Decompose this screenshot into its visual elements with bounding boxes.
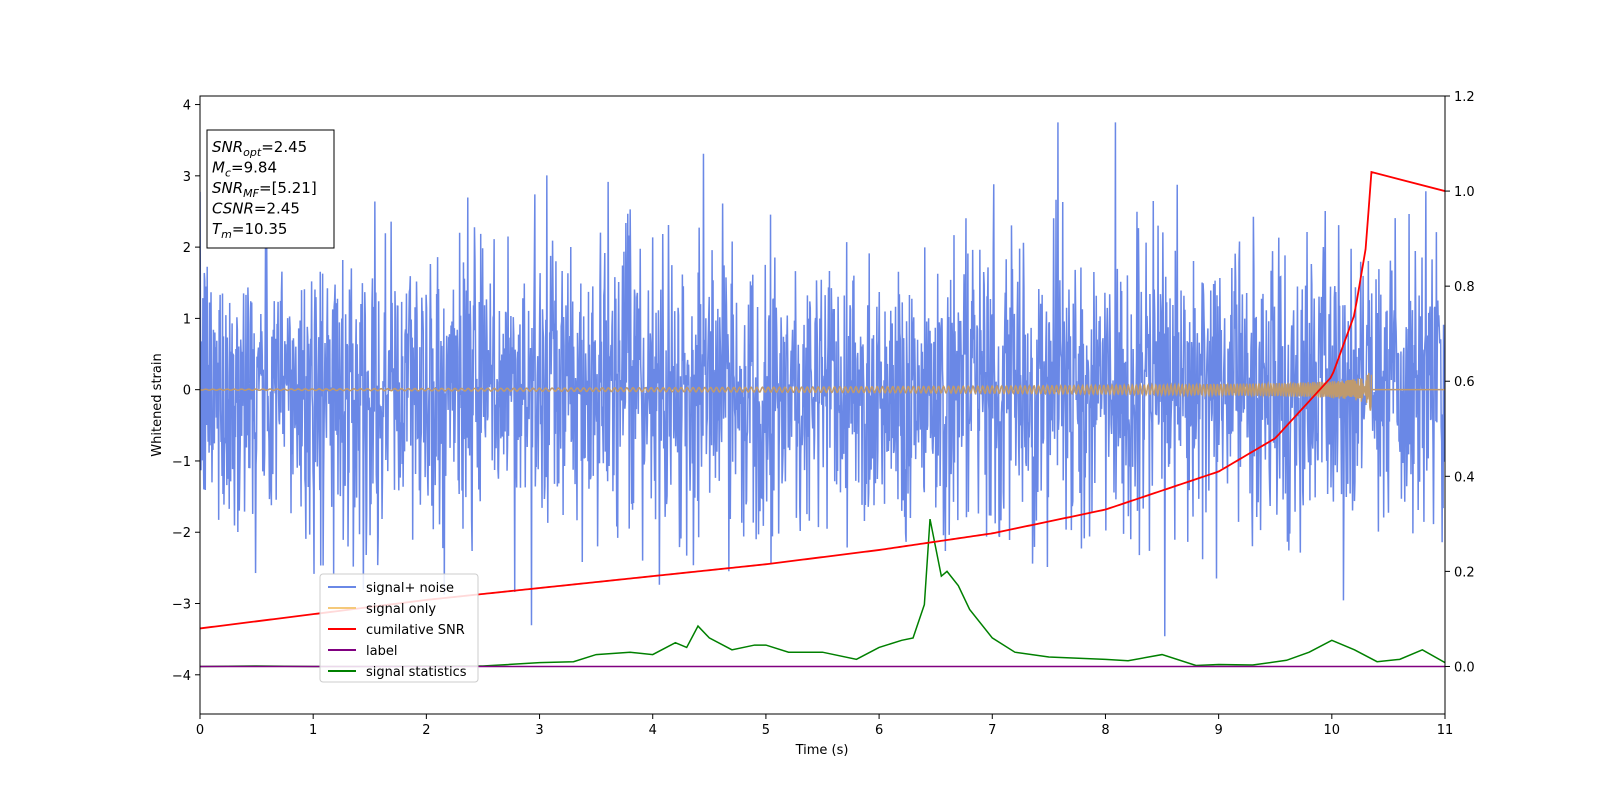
x-tick-label: 7 (988, 723, 996, 738)
x-tick-label: 3 (535, 723, 543, 738)
legend-entry: label (366, 644, 397, 659)
ticks: 0 1 2 3 4 5 6 7 8 9 10 1143210−1−2−3−41.21.00.80.60… (172, 90, 1475, 738)
series-signal-statistics (200, 518, 1445, 668)
x-tick-label: 11 (1437, 723, 1454, 738)
y-left-tick-label: −3 (172, 598, 191, 613)
y-left-tick-label: 2 (183, 241, 191, 256)
y-left-tick-label: 4 (183, 99, 191, 114)
x-tick-label: 10 (1324, 723, 1341, 738)
y-right-tick-label: 0.0 (1454, 660, 1475, 675)
legend-entry: signal statistics (366, 665, 467, 680)
x-tick-label: 1 (309, 723, 317, 738)
info-box-frame (206, 129, 335, 249)
y-left-tick-label: 0 (183, 384, 191, 399)
y-right-tick-label: 0.2 (1454, 565, 1475, 580)
x-tick-label: 4 (649, 723, 657, 738)
legend: signal+ noise signal only cumilative SNR la… (319, 573, 479, 683)
series-signal-only (200, 372, 1373, 411)
legend-frame (319, 573, 479, 683)
x-tick-label: 9 (1214, 723, 1222, 738)
x-tick-label: 8 (1101, 723, 1109, 738)
y-right-tick-label: 1.0 (1454, 185, 1475, 200)
y-right-tick-label: 0.6 (1454, 375, 1475, 390)
x-tick-label: 0 (196, 723, 204, 738)
y-left-tick-label: −2 (172, 526, 191, 541)
y-left-tick-label: −4 (172, 669, 191, 684)
info-line: SNRopt=2.45 (212, 138, 307, 159)
series-signal-noise (200, 122, 1445, 637)
info-line: SNRMF=[5.21] (212, 179, 317, 200)
legend-entry: signal only (366, 602, 436, 617)
info-line: Mc=9.84 (212, 159, 277, 180)
y-left-tick-label: −1 (172, 455, 191, 470)
axes-frame (199, 95, 1446, 715)
y-axis-label: Whitened strain (150, 353, 165, 456)
y-right-tick-label: 1.2 (1454, 90, 1475, 105)
x-tick-label: 5 (762, 723, 770, 738)
y-left-tick-label: 3 (183, 170, 191, 185)
x-tick-label: 2 (422, 723, 430, 738)
info-line: CSNR=2.45 (212, 200, 300, 218)
y-right-tick-label: 0.8 (1454, 280, 1475, 295)
legend-entry: signal+ noise (366, 581, 454, 596)
y-right-tick-label: 0.4 (1454, 470, 1475, 485)
y-left-tick-label: 1 (183, 312, 191, 327)
legend-entry: cumilative SNR (366, 623, 465, 638)
x-axis-label: Time (s) (795, 743, 849, 758)
x-tick-label: 6 (875, 723, 883, 738)
info-line: Tm=10.35 (212, 220, 287, 241)
